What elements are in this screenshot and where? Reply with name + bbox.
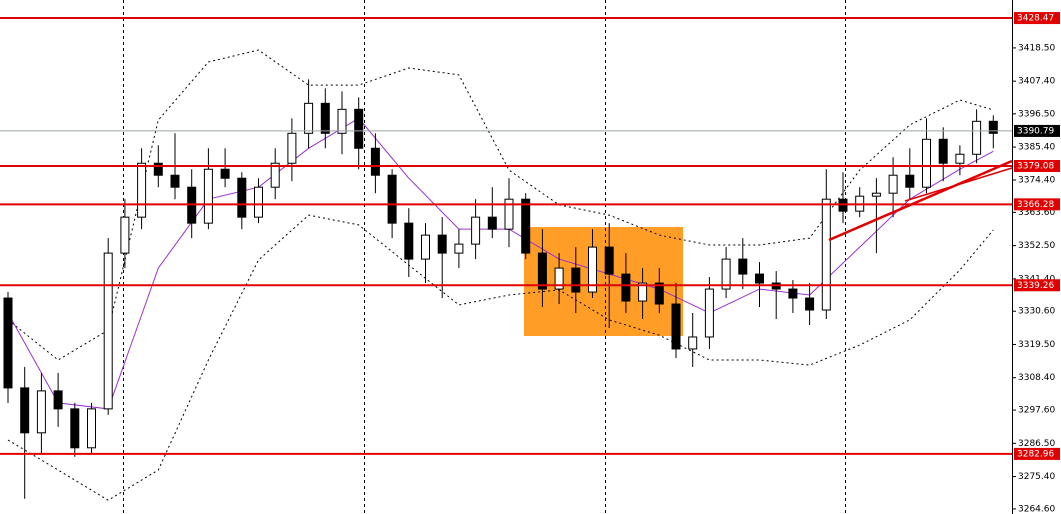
candle-body bbox=[571, 267, 581, 293]
candle-body bbox=[588, 246, 597, 293]
candle-body bbox=[387, 174, 397, 224]
candle-body bbox=[805, 297, 815, 311]
candle-body bbox=[504, 198, 514, 230]
candle-body bbox=[888, 174, 898, 194]
candle-body bbox=[137, 162, 147, 218]
price-level-label: 3428.47 bbox=[1017, 14, 1054, 24]
candle-body bbox=[203, 168, 213, 224]
candle-body bbox=[471, 216, 481, 245]
candle-body bbox=[20, 387, 30, 434]
trend-line bbox=[904, 167, 1013, 202]
candle-body bbox=[287, 132, 297, 164]
candle-body bbox=[788, 288, 798, 299]
price-level-label: 3366.28 bbox=[1017, 200, 1054, 210]
trend-line bbox=[828, 159, 1013, 242]
candle-body bbox=[671, 303, 681, 350]
candle-body bbox=[638, 282, 648, 302]
candle-body bbox=[554, 267, 564, 290]
candle-body bbox=[487, 216, 497, 230]
y-tick-label: 3363.60 bbox=[1018, 208, 1055, 218]
candle-body bbox=[604, 246, 614, 275]
price-level-tag bbox=[1014, 124, 1060, 137]
candle-body bbox=[905, 174, 915, 188]
y-tick-label: 3385.40 bbox=[1018, 143, 1055, 153]
y-tick-label: 3319.50 bbox=[1018, 340, 1055, 350]
price-level-tag bbox=[1014, 279, 1060, 292]
y-tick-label: 3396.50 bbox=[1018, 109, 1055, 119]
candle-body bbox=[537, 252, 547, 290]
candle-body bbox=[454, 243, 464, 254]
price-level-label: 3390.79 bbox=[1017, 126, 1054, 136]
y-tick-label: 3297.60 bbox=[1018, 406, 1055, 416]
candle-body bbox=[738, 258, 748, 275]
y-tick-label: 3286.50 bbox=[1018, 439, 1055, 449]
y-tick-label: 3407.40 bbox=[1018, 77, 1055, 87]
candle-body bbox=[103, 252, 113, 410]
price-level-label: 3282.96 bbox=[1017, 449, 1054, 459]
candle-body bbox=[337, 108, 347, 134]
candle-body bbox=[270, 162, 280, 188]
candle-body bbox=[871, 192, 881, 197]
candle-body bbox=[955, 153, 965, 164]
y-tick-label: 3308.40 bbox=[1018, 373, 1055, 383]
y-tick-label: 3275.40 bbox=[1018, 472, 1055, 482]
candle-body bbox=[153, 162, 163, 176]
candle-body bbox=[254, 186, 263, 218]
candle-body bbox=[70, 408, 80, 449]
candle-body bbox=[53, 390, 63, 410]
candle-body bbox=[654, 282, 664, 305]
highlight-zone bbox=[524, 227, 683, 336]
lower-band bbox=[7, 214, 994, 501]
y-tick-label: 3352.50 bbox=[1018, 241, 1055, 251]
y-tick-label: 3330.60 bbox=[1018, 307, 1055, 317]
candle-body bbox=[437, 234, 447, 254]
candle-body bbox=[220, 168, 230, 179]
candle-body bbox=[87, 408, 96, 449]
candle-body bbox=[938, 138, 948, 164]
candle-body bbox=[721, 258, 731, 290]
candle-body bbox=[354, 108, 364, 149]
candle-body bbox=[404, 222, 414, 260]
price-level-label: 3339.26 bbox=[1017, 281, 1054, 291]
price-level-tag bbox=[1014, 160, 1060, 173]
candle-body bbox=[421, 234, 430, 260]
candle-body bbox=[521, 198, 531, 254]
candle-body bbox=[320, 102, 330, 134]
candle-body bbox=[972, 120, 982, 155]
candle-body bbox=[36, 390, 46, 434]
y-tick-label: 3418.50 bbox=[1018, 43, 1055, 53]
y-tick-label: 3264.60 bbox=[1018, 504, 1055, 514]
price-level-tag bbox=[1014, 447, 1060, 460]
candle-body bbox=[370, 147, 380, 176]
candle-body bbox=[755, 273, 764, 284]
candle-body bbox=[621, 273, 631, 302]
price-level-tag bbox=[1014, 198, 1060, 211]
candle-body bbox=[821, 198, 831, 311]
y-tick-label: 3374.40 bbox=[1018, 176, 1055, 186]
candle-body bbox=[922, 138, 931, 188]
candle-body bbox=[3, 297, 13, 389]
candle-body bbox=[988, 120, 998, 134]
period-separators bbox=[123, 0, 846, 514]
candle-body bbox=[688, 336, 698, 350]
price-level-label: 3379.08 bbox=[1017, 162, 1054, 172]
candle-body bbox=[237, 177, 247, 218]
candle-body bbox=[120, 216, 130, 254]
candle-body bbox=[304, 102, 314, 134]
price-level-tag bbox=[1014, 12, 1060, 25]
candle-body bbox=[170, 174, 180, 188]
candle-body bbox=[704, 288, 714, 338]
